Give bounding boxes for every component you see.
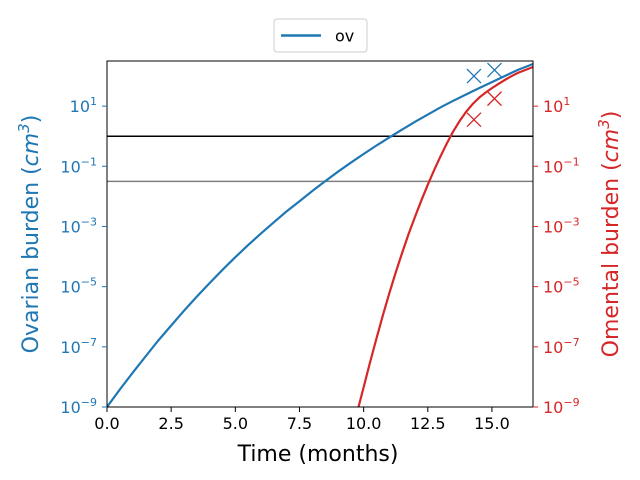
left-tick-label-4: 10−7 [60,336,97,357]
right-axis-ticks: 101 10−1 10−3 10−5 10−7 10−9 [533,95,580,417]
left-axis-label-unit: cm [19,133,44,167]
right-axis-label: Omental burden (cm3) [595,111,624,358]
right-axis-label-unit: cm [599,129,624,163]
x-tick-label-3: 7.5 [287,414,312,433]
left-tick-label-2: 10−3 [60,215,97,236]
left-tick-label-3: 10−5 [60,276,97,297]
right-axis-label-exp: 3 [595,119,613,129]
x-axis-ticks: 0.0 2.5 5.0 7.5 10.0 12.5 15.0 [94,407,510,433]
data-marker-0 [466,68,482,84]
right-tick-label-3: 10−5 [543,276,580,297]
left-axis-label: Ovarian burden (cm3) [15,115,44,354]
right-tick-exponent-5: −9 [563,396,579,409]
left-tick-label-5: 10−9 [60,396,97,417]
plot-frame [106,60,534,408]
plot-lines [107,62,533,407]
legend-label-ov: ov [335,27,354,46]
right-tick-exponent-3: −5 [563,276,579,289]
left-axis-ticks: 101 10−1 10−3 10−5 10−7 10−9 [60,95,107,417]
left-tick-exponent-1: −1 [81,155,97,168]
right-tick-exponent-4: −7 [563,336,579,349]
x-tick-label-4: 10.0 [346,414,382,433]
x-tick-label-1: 2.5 [158,414,183,433]
left-axis-label-base: Ovarian burden ( [19,166,44,353]
x-tick-label-5: 12.5 [410,414,446,433]
right-tick-label-2: 10−3 [543,215,580,236]
data-marker-2 [466,112,482,128]
left-tick-exponent-3: −5 [81,276,97,289]
left-tick-exponent-5: −9 [81,396,97,409]
right-tick-exponent-2: −3 [563,215,579,228]
left-axis-label-exp: 3 [15,123,33,133]
left-tick-label-0: 101 [70,95,97,116]
left-axis-label-close: ) [19,115,44,124]
right-tick-label-0: 101 [543,95,570,116]
x-tick-label-2: 5.0 [223,414,248,433]
x-tick-label-6: 15.0 [474,414,510,433]
left-tick-label-1: 10−1 [60,155,97,176]
right-tick-exponent-1: −1 [563,155,579,168]
right-axis-label-close: ) [599,111,624,120]
right-tick-label-4: 10−7 [543,336,580,357]
x-axis-label: Time (months) [237,442,399,467]
right-tick-label-5: 10−9 [543,396,580,417]
right-axis-label-base: Omental burden ( [599,162,624,357]
series-line-ov [107,62,533,407]
data-marker-1 [487,62,502,78]
x-tick-label-0: 0.0 [94,414,119,433]
markers [466,62,502,128]
series-line-right-axis-series [357,65,533,407]
data-marker-3 [487,91,502,107]
legend: ov [273,18,368,53]
right-tick-label-1: 10−1 [543,155,580,176]
left-tick-exponent-4: −7 [81,336,97,349]
right-tick-exponent-0: 1 [563,95,570,108]
left-tick-exponent-2: −3 [81,215,97,228]
left-tick-exponent-0: 1 [90,95,97,108]
